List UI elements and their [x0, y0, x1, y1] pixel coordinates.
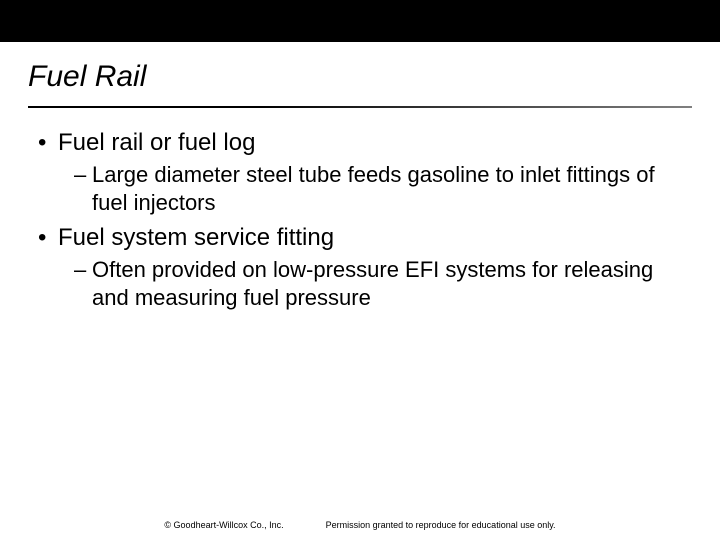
bullet-dash-icon: – [74, 161, 92, 189]
footer-copyright: © Goodheart-Willcox Co., Inc. [164, 520, 283, 530]
top-black-bar [0, 0, 720, 42]
bullet-text: Fuel rail or fuel log [58, 128, 684, 159]
bullet-level2: – Often provided on low-pressure EFI sys… [36, 256, 684, 312]
bullet-dot-icon: • [36, 223, 58, 254]
bullet-level1: • Fuel rail or fuel log [36, 128, 684, 159]
footer: © Goodheart-Willcox Co., Inc. Permission… [0, 520, 720, 530]
bullet-level1: • Fuel system service fitting [36, 223, 684, 254]
bullet-dash-icon: – [74, 256, 92, 284]
slide-title: Fuel Rail [28, 60, 692, 94]
bullet-level2: – Large diameter steel tube feeds gasoli… [36, 161, 684, 217]
content-area: • Fuel rail or fuel log – Large diameter… [0, 108, 720, 312]
footer-permission: Permission granted to reproduce for educ… [326, 520, 556, 530]
bullet-text: Large diameter steel tube feeds gasoline… [92, 161, 684, 217]
bullet-dot-icon: • [36, 128, 58, 159]
title-container: Fuel Rail [0, 42, 720, 100]
bullet-text: Fuel system service fitting [58, 223, 684, 254]
bullet-text: Often provided on low-pressure EFI syste… [92, 256, 684, 312]
